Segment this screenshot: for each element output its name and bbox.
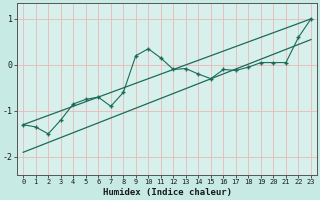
X-axis label: Humidex (Indice chaleur): Humidex (Indice chaleur) bbox=[103, 188, 232, 197]
